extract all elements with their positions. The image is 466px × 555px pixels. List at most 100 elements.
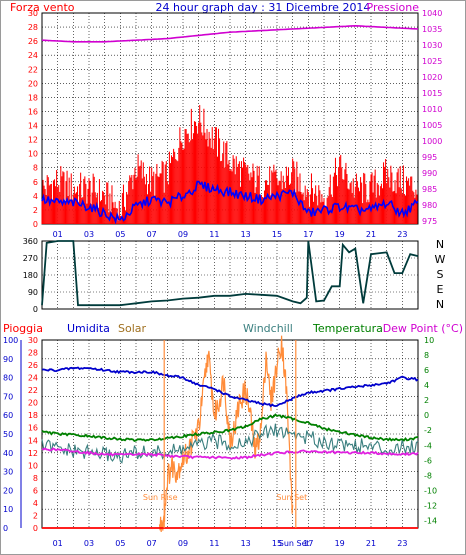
humidity-tick-label: 0 — [3, 524, 8, 533]
temperature-tick-label: -2 — [424, 426, 432, 435]
temperature-right-ticks: -14 -12 -10 -8 -6 -4 -2 0 2 4 6 8 10 — [424, 336, 437, 525]
humidity-tick-label: 20 — [3, 486, 13, 495]
pressure-tick-label: 1005 — [422, 121, 442, 130]
pressure-tick-label: 1035 — [422, 25, 442, 34]
solar-tick-label: 12 — [28, 449, 38, 458]
wind-x-tick-label: 11 — [209, 230, 219, 239]
wind-tick-label: 0 — [33, 220, 38, 229]
legend-humidity: Umidita — [67, 322, 110, 335]
pressure-path — [41, 24, 419, 43]
direction-letter: E — [437, 283, 444, 296]
pressure-tick-label: 1000 — [422, 137, 442, 146]
wind-x-tick-label: 23 — [397, 230, 407, 239]
direction-grid — [41, 240, 419, 310]
pressure-line — [41, 24, 419, 43]
wind-tick-label: 28 — [28, 23, 38, 32]
pressure-tick-label: 1025 — [422, 57, 442, 66]
temp-x-tick-label: 13 — [241, 539, 251, 548]
direction-tick-label: 180 — [23, 271, 38, 280]
dewpoint-line — [41, 447, 419, 460]
solar-tick-label: 24 — [28, 374, 38, 383]
temperature-tick-label: 2 — [424, 396, 429, 405]
temperature-tick-label: -10 — [424, 486, 437, 495]
temp-x-tick-label: 07 — [147, 539, 157, 548]
solar-tick-label: 30 — [28, 336, 38, 345]
wind-x-tick-label: 15 — [272, 230, 282, 239]
humidity-tick-label: 80 — [3, 374, 13, 383]
wind-gust-bars — [41, 105, 418, 224]
direction-tick-label: 360 — [23, 237, 38, 246]
direction-tick-label: 270 — [23, 254, 38, 263]
temperature-tick-label: 4 — [424, 381, 429, 390]
wind-tick-label: 20 — [28, 79, 38, 88]
wind-tick-label: 4 — [33, 192, 38, 201]
pressure-tick-label: 1040 — [422, 9, 442, 18]
wind-grid — [41, 12, 419, 225]
humidity-tick-label: 100 — [3, 336, 18, 345]
temp-x-tick-label: 11 — [209, 539, 219, 548]
wind-x-tick-label: 17 — [303, 230, 313, 239]
temperature-tick-label: 0 — [424, 411, 429, 420]
temperature-tick-label: 10 — [424, 336, 434, 345]
humidity-tick-label: 60 — [3, 411, 13, 420]
pressure-right-ticks: 975 980 985 990 995 1000 1005 1010 1015 1020 1025 1… — [422, 9, 442, 226]
wind-tick-label: 10 — [28, 150, 38, 159]
wind-x-tick-label: 07 — [147, 230, 157, 239]
wind-x-ticks: 01 03 05 07 09 11 13 15 17 19 21 23 — [53, 230, 408, 239]
pressure-tick-label: 1020 — [422, 73, 442, 82]
sunset-label: Sun Set — [276, 493, 307, 502]
humidity-line — [41, 366, 419, 408]
solar-tick-label: 22 — [28, 386, 38, 395]
temp-x-tick-label: 01 — [53, 539, 63, 548]
pressure-tick-label: 995 — [422, 153, 437, 162]
wind-average-path — [41, 180, 419, 225]
temperature-tick-label: 8 — [424, 351, 429, 360]
wind-x-tick-label: 09 — [178, 230, 188, 239]
legend-temperature: Temperatura — [312, 322, 383, 335]
legend-solar: Solar — [118, 322, 147, 335]
legend-dewpoint: Dew Point (°C) — [383, 322, 463, 335]
solar-tick-label: 18 — [28, 411, 38, 420]
wind-tick-label: 16 — [28, 107, 38, 116]
pressure-tick-label: 1010 — [422, 105, 442, 114]
chart-title: 24 hour graph day : 31 Dicembre 2014 — [156, 1, 371, 14]
direction-tick-label: 90 — [28, 288, 38, 297]
wind-x-tick-label: 03 — [84, 230, 94, 239]
pressure-tick-label: 1030 — [422, 41, 442, 50]
direction-letter: N — [436, 298, 444, 311]
wind-tick-label: 26 — [28, 37, 38, 46]
temp-x-tick-label: Sun Set — [279, 539, 310, 548]
wind-average-line — [41, 180, 419, 225]
pressure-tick-label: 990 — [422, 169, 437, 178]
windchill-line — [41, 423, 419, 464]
temp-x-tick-label: 15 — [272, 539, 282, 548]
pressure-tick-label: 980 — [422, 201, 437, 210]
wind-tick-label: 30 — [28, 9, 38, 18]
wind-x-tick-label: 01 — [53, 230, 63, 239]
solar-tick-label: 8 — [33, 474, 38, 483]
humidity-tick-label: 50 — [3, 430, 13, 439]
legend-rain: Pioggia — [3, 322, 43, 335]
solar-tick-label: 20 — [28, 399, 38, 408]
solar-tick-label: 0 — [33, 524, 38, 533]
temperature-tick-label: -14 — [424, 516, 437, 525]
sun-markers: Sun Rise Sun Set — [143, 340, 307, 528]
wind-x-tick-label: 21 — [366, 230, 376, 239]
pressure-tick-label: 1015 — [422, 89, 442, 98]
wind-x-tick-label: 19 — [335, 230, 345, 239]
humidity-left-ticks: 0 10 20 30 40 50 60 70 80 90 100 — [3, 336, 22, 533]
temp-x-tick-label: 05 — [115, 539, 125, 548]
solar-path — [158, 335, 294, 533]
dewpoint-path — [41, 447, 419, 460]
solar-tick-label: 2 — [33, 511, 38, 520]
temp-x-tick-label: 21 — [366, 539, 376, 548]
humidity-tick-label: 90 — [3, 355, 13, 364]
direction-path — [41, 240, 419, 307]
windchill-path — [41, 423, 419, 464]
temperature-tick-label: -4 — [424, 441, 432, 450]
wind-tick-label: 6 — [33, 178, 38, 187]
humidity-tick-label: 10 — [3, 505, 13, 514]
